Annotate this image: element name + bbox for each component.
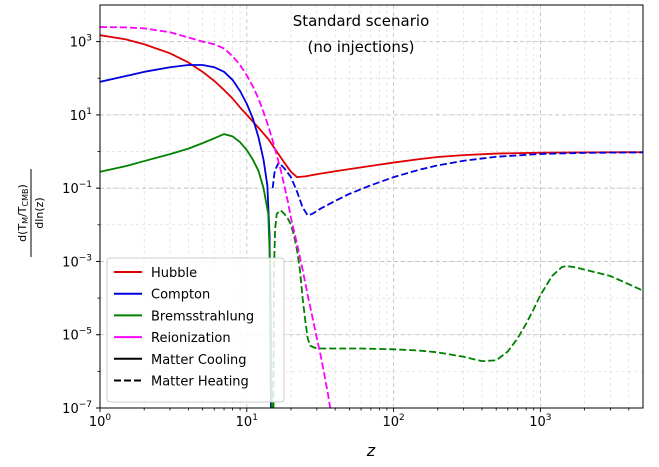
- y-tick-label: 10−7: [62, 400, 92, 417]
- svg-text:d(TM/TCMB): d(TM/TCMB): [16, 184, 30, 242]
- x-tick-label: 101: [236, 413, 258, 430]
- annotation-line-2: (no injections): [307, 38, 414, 56]
- x-tick-label: 103: [529, 413, 551, 430]
- legend-label-hubble: Hubble: [151, 266, 197, 281]
- plot-frame: [99, 4, 644, 409]
- x-tick-label: 100: [89, 413, 112, 430]
- ticks-layer: 100 101 102 103 10−7 10−5 10−3 10−1 101 103: [62, 34, 630, 430]
- legend-label-bremsstrahlung: Bremsstrahlung: [151, 309, 254, 324]
- x-tick-label: 102: [382, 413, 404, 430]
- legend-label-matter-heating: Matter Heating: [151, 375, 249, 390]
- series-reionization-dashed-line: [100, 26, 332, 408]
- x-axis-label: z: [366, 441, 376, 460]
- annotation-line-1: Standard scenario: [293, 12, 430, 30]
- series-bremsstrahlung-solid-line: [100, 133, 273, 408]
- legend: Hubble Compton Bremsstrahlung Reionization M…: [106, 257, 285, 403]
- series-hubble-solid-line: [100, 34, 643, 179]
- legend-box: [106, 257, 285, 403]
- y-label-sub2: CMB: [21, 188, 30, 206]
- y-label-mid: /T: [16, 206, 29, 217]
- y-tick-label: 103: [70, 34, 92, 51]
- y-label-denominator: dln(z): [33, 197, 46, 228]
- y-tick-label: 10−1: [62, 180, 92, 197]
- y-axis-label: d(TM/TCMB) dln(z): [16, 169, 46, 257]
- series-bremsstrahlung-dashed-line: [272, 209, 643, 408]
- y-label-sub1: M: [21, 217, 30, 224]
- y-label-suffix: ): [16, 184, 29, 188]
- y-tick-label: 10−5: [62, 327, 92, 344]
- legend-label-compton: Compton: [151, 288, 210, 303]
- legend-label-matter-cooling: Matter Cooling: [151, 353, 247, 368]
- series-compton-solid-line: [100, 64, 272, 408]
- y-tick-label: 10−3: [62, 253, 92, 270]
- y-label-prefix: d(T: [16, 224, 29, 242]
- series-layer: [100, 26, 643, 408]
- series-compton-dashed-line: [271, 151, 643, 217]
- legend-label-reionization: Reionization: [151, 331, 231, 346]
- y-tick-label: 101: [70, 107, 92, 124]
